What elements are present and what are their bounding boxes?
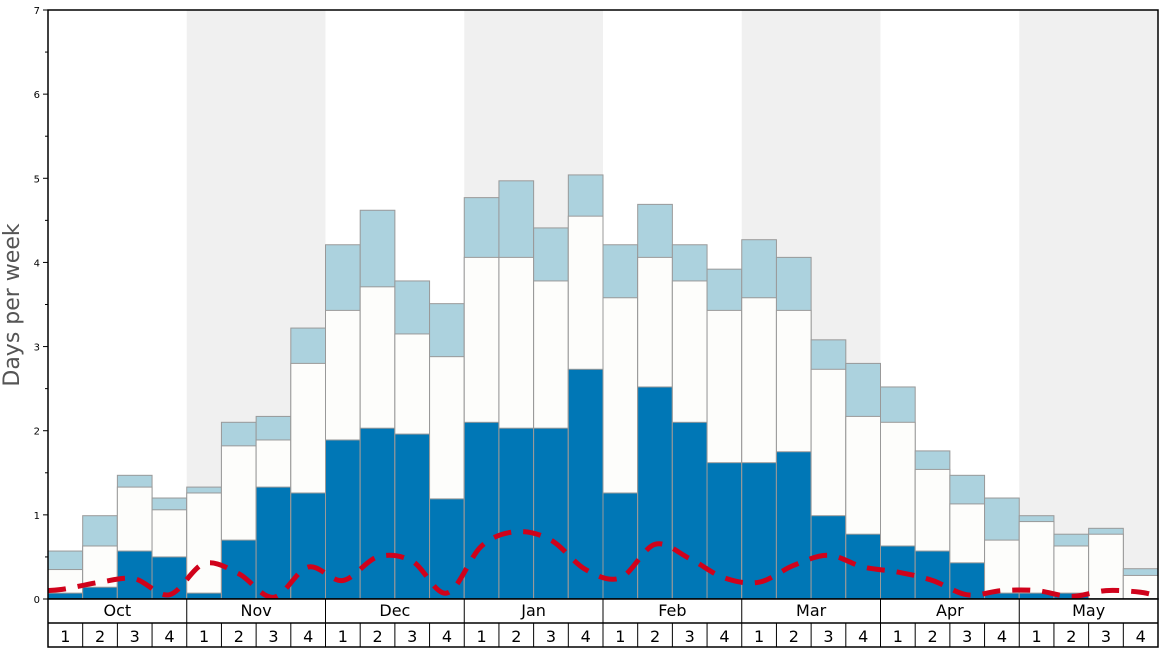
- week-label: 3: [407, 627, 417, 646]
- bar-segment-dark: [567, 368, 604, 600]
- week-label: 1: [615, 627, 625, 646]
- week-label: 2: [1066, 627, 1076, 646]
- week-label: 4: [581, 627, 591, 646]
- week-label: 2: [95, 627, 105, 646]
- week-label: 3: [1101, 627, 1111, 646]
- week-label: 2: [789, 627, 799, 646]
- bar-segment-dark: [47, 592, 84, 600]
- bar-segment-dark: [359, 427, 396, 600]
- week-label: 2: [511, 627, 521, 646]
- y-tick-label: 2: [34, 427, 40, 438]
- bar-segment-middle: [1018, 521, 1055, 600]
- bar-segment-dark: [602, 492, 639, 600]
- axes: 0 1 2 3 4 5 6 7 Oct 1 2 3 4 Nov 1 2 3 4 Dec 1 2 3 4 Jan 1 2 3 4 Feb 1…: [34, 6, 1159, 648]
- week-label: 3: [962, 627, 972, 646]
- week-label: 4: [442, 627, 452, 646]
- week-label: 4: [719, 627, 729, 646]
- y-tick-label: 7: [34, 6, 40, 17]
- bar-segment-dark: [186, 592, 222, 600]
- bars: [47, 174, 1159, 600]
- y-tick-label: 5: [34, 174, 40, 185]
- bar-segment-dark: [845, 533, 881, 600]
- month-label-mar: Mar: [796, 601, 827, 620]
- y-tick-label: 4: [34, 258, 40, 269]
- bar-segment-middle: [186, 492, 222, 600]
- week-label: 2: [927, 627, 937, 646]
- month-label-oct: Oct: [104, 601, 132, 620]
- y-tick-label: 0: [34, 595, 40, 606]
- month-label-nov: Nov: [241, 601, 272, 620]
- week-label: 2: [234, 627, 244, 646]
- week-label: 2: [650, 627, 660, 646]
- week-label: 4: [1136, 627, 1146, 646]
- week-label: 4: [303, 627, 313, 646]
- month-label-jan: Jan: [520, 601, 546, 620]
- week-label: 1: [754, 627, 764, 646]
- bar-segment-dark: [637, 386, 673, 600]
- month-label-dec: Dec: [379, 601, 410, 620]
- bar-segment-dark: [775, 451, 812, 600]
- week-label: 1: [199, 627, 209, 646]
- bar-segment-dark: [463, 421, 500, 600]
- week-label: 1: [893, 627, 903, 646]
- bar-segment-dark: [290, 492, 326, 600]
- month-label-apr: Apr: [936, 601, 964, 620]
- bar-segment-dark: [116, 550, 153, 600]
- average-line: [47, 529, 1159, 600]
- week-label: 3: [823, 627, 833, 646]
- week-label: 3: [268, 627, 278, 646]
- month-label-feb: Feb: [658, 601, 686, 620]
- bar-segment-dark: [706, 462, 743, 600]
- week-label: 3: [130, 627, 140, 646]
- week-label: 2: [372, 627, 382, 646]
- week-label: 4: [997, 627, 1007, 646]
- week-label: 1: [477, 627, 487, 646]
- week-label: 4: [164, 627, 174, 646]
- bar-segment-dark: [671, 421, 708, 600]
- y-tick-label: 1: [34, 511, 40, 522]
- y-tick-label: 6: [34, 90, 40, 101]
- bar-segment-dark: [914, 550, 951, 600]
- bar-segment-middle: [1122, 574, 1159, 600]
- week-label: 4: [858, 627, 868, 646]
- bar-segment-dark: [533, 427, 569, 600]
- week-label: 1: [338, 627, 348, 646]
- week-label: 1: [1032, 627, 1042, 646]
- y-axis-label: Days per week: [0, 223, 25, 386]
- week-label: 1: [60, 627, 70, 646]
- bar-segment-dark: [255, 486, 292, 600]
- bar-segment-dark: [151, 556, 188, 600]
- y-tick-label: 3: [34, 343, 40, 354]
- bar-segment-dark: [325, 439, 361, 600]
- week-label: 3: [546, 627, 556, 646]
- bar-segment-dark: [220, 539, 257, 600]
- month-band-may: [1019, 10, 1158, 599]
- month-label-may: May: [1072, 601, 1105, 620]
- bar-segment-dark: [82, 586, 118, 600]
- bar-segment-middle: [1053, 545, 1090, 600]
- bar-segment-dark: [498, 427, 535, 600]
- week-label: 3: [685, 627, 695, 646]
